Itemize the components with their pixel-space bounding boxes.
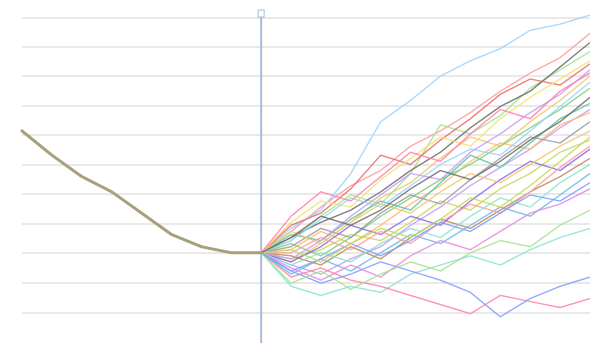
forecast-series-6: [260, 227, 590, 297]
forecast-series-27: [260, 72, 590, 254]
forecast-divider: [257, 9, 265, 343]
forecast-series-18: [261, 121, 590, 254]
forecast-series-10: [260, 41, 590, 254]
forecast-series-20: [260, 148, 590, 263]
forecast-series-9: [261, 139, 590, 260]
forecast-series-17: [260, 188, 590, 281]
forecast-series-2: [260, 14, 590, 254]
forecast-series-13: [260, 63, 590, 254]
forecast-series-24: [260, 130, 590, 254]
forecast-series-22: [260, 81, 590, 254]
forecast-series-12: [260, 87, 590, 257]
forecast-series-8: [260, 252, 590, 318]
forecast-series-23: [260, 209, 590, 290]
forecast-series-7: [260, 252, 590, 315]
forecast-series-29: [261, 136, 590, 263]
forecast-series-16: [260, 102, 590, 254]
forecast-series-19: [260, 60, 590, 254]
history-series: [20, 129, 263, 255]
forecast-series-11: [261, 111, 590, 254]
forecast-series-group: [260, 14, 590, 318]
forecast-series-30: [260, 96, 590, 254]
forecast-series-4: [260, 75, 590, 263]
forecast-series-28: [260, 182, 590, 272]
forecast-series-26: [260, 163, 590, 266]
divider-handle[interactable]: [257, 9, 265, 18]
forecast-series-1: [260, 32, 590, 254]
forecast-series-25: [261, 69, 590, 260]
gridlines: [22, 17, 590, 314]
history-series-group: [20, 129, 263, 255]
